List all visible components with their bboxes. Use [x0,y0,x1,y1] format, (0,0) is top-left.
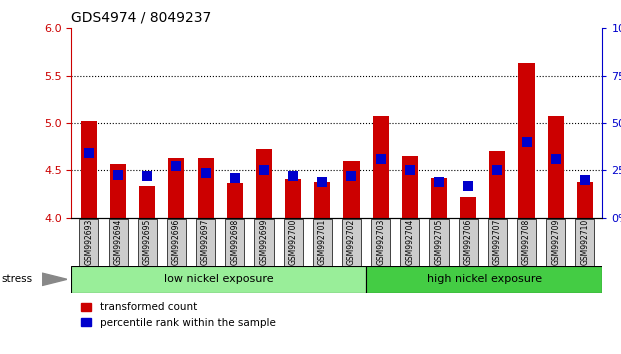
FancyBboxPatch shape [342,219,361,266]
FancyBboxPatch shape [517,219,536,266]
Point [551,156,561,162]
Text: high nickel exposure: high nickel exposure [427,274,542,284]
Bar [577,182,593,218]
Text: GSM992708: GSM992708 [522,218,531,265]
Point [142,173,152,179]
Point [171,163,181,169]
Point [347,173,356,179]
Point [522,139,532,145]
Bar [519,63,535,218]
FancyBboxPatch shape [371,219,390,266]
Bar [431,178,447,218]
FancyBboxPatch shape [284,219,302,266]
FancyBboxPatch shape [430,219,448,266]
Text: GSM992701: GSM992701 [318,218,327,265]
Bar [460,197,476,218]
FancyBboxPatch shape [79,219,99,266]
Bar [256,149,272,218]
Point [230,175,240,181]
Text: GSM992710: GSM992710 [581,218,589,265]
Polygon shape [42,273,67,285]
Bar [110,164,126,218]
Text: GDS4974 / 8049237: GDS4974 / 8049237 [71,11,212,25]
FancyBboxPatch shape [225,219,244,266]
Bar [139,187,155,218]
Text: GSM992696: GSM992696 [172,218,181,265]
Bar [548,116,564,218]
Bar [285,179,301,218]
Text: GSM992702: GSM992702 [347,218,356,265]
Text: GSM992703: GSM992703 [376,218,385,265]
Text: GSM992707: GSM992707 [493,218,502,265]
FancyBboxPatch shape [487,219,507,266]
Bar [373,116,389,218]
Text: GSM992704: GSM992704 [406,218,414,265]
Text: low nickel exposure: low nickel exposure [164,274,274,284]
FancyBboxPatch shape [109,219,128,266]
Bar [227,183,243,218]
Text: GSM992693: GSM992693 [84,218,93,265]
Point [288,173,298,179]
Text: GSM992699: GSM992699 [260,218,268,265]
Text: GSM992700: GSM992700 [289,218,297,265]
Text: GSM992697: GSM992697 [201,218,210,265]
FancyBboxPatch shape [401,219,419,266]
Point [405,167,415,173]
Point [201,170,211,176]
Bar [168,158,184,218]
FancyBboxPatch shape [196,219,215,266]
Point [434,179,444,184]
Text: GSM992706: GSM992706 [464,218,473,265]
FancyBboxPatch shape [71,266,366,293]
Point [376,156,386,162]
Bar [197,158,214,218]
Bar [343,161,360,218]
Bar [81,121,97,218]
FancyBboxPatch shape [546,219,565,266]
Text: GSM992695: GSM992695 [143,218,152,265]
FancyBboxPatch shape [459,219,478,266]
Legend: transformed count, percentile rank within the sample: transformed count, percentile rank withi… [76,298,279,332]
Point [113,172,123,178]
Point [317,179,327,184]
FancyBboxPatch shape [255,219,273,266]
FancyBboxPatch shape [167,219,186,266]
Point [259,167,269,173]
Text: GSM992698: GSM992698 [230,218,239,265]
Bar [402,156,418,218]
Text: GSM992705: GSM992705 [435,218,443,265]
Point [492,167,502,173]
Text: GSM992694: GSM992694 [114,218,122,265]
Text: GSM992709: GSM992709 [551,218,560,265]
Text: stress: stress [2,274,33,284]
FancyBboxPatch shape [313,219,332,266]
Point [463,184,473,189]
FancyBboxPatch shape [366,266,602,293]
FancyBboxPatch shape [138,219,157,266]
FancyBboxPatch shape [575,219,594,266]
Bar [314,182,330,218]
Bar [489,152,505,218]
Point [580,177,590,183]
Point [84,150,94,156]
